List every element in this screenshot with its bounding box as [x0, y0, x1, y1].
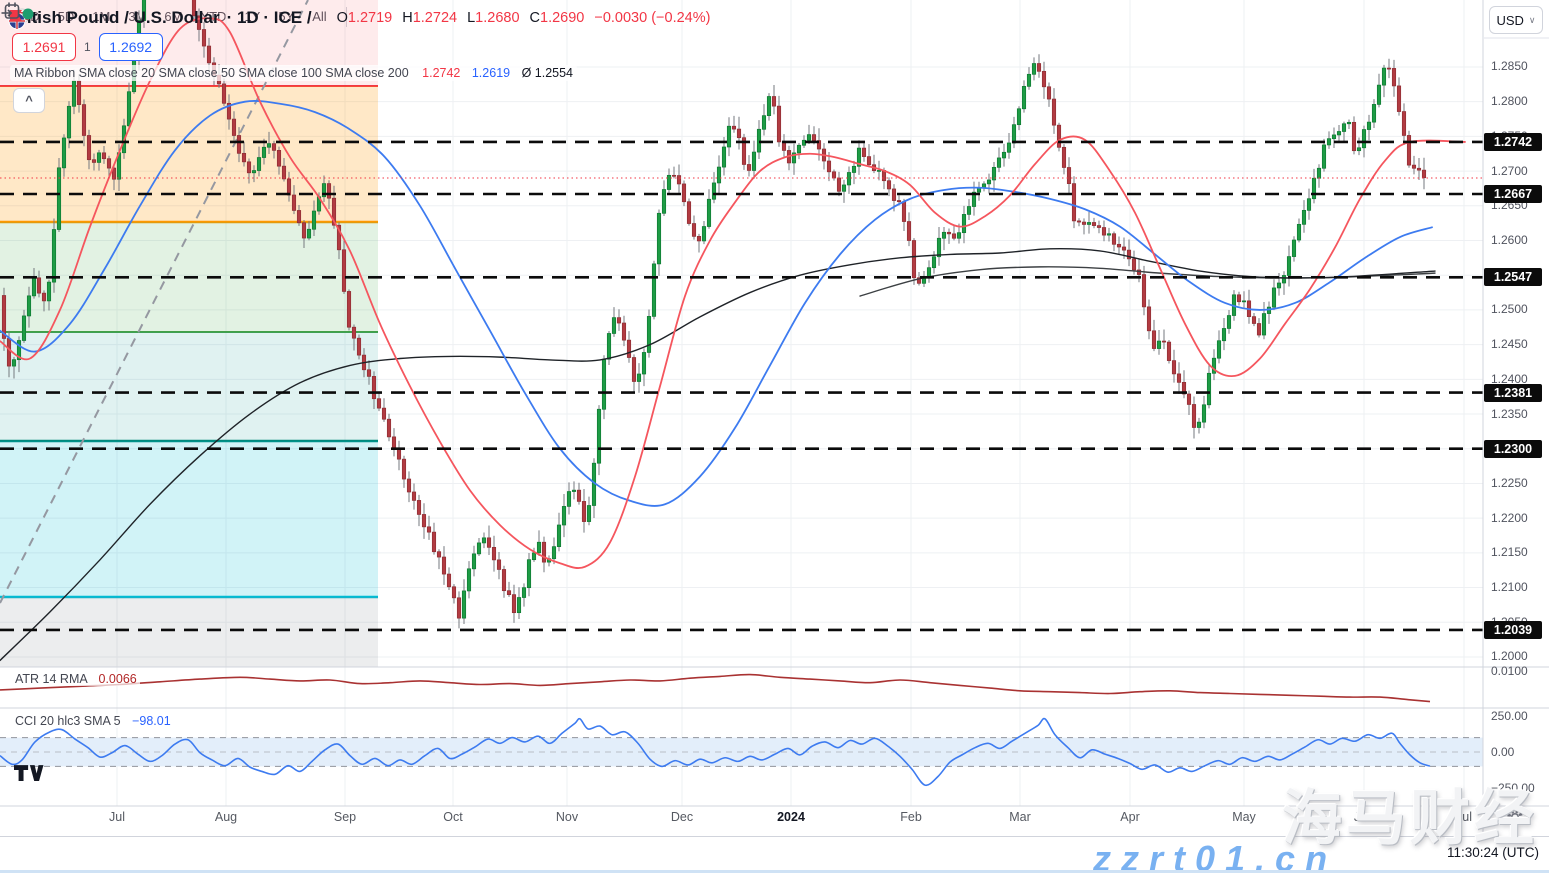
price-tick: 1.2000 — [1491, 649, 1528, 664]
currency-label: USD — [1496, 12, 1524, 28]
change-value: −0.0030 (−0.24%) — [594, 10, 711, 26]
ma-ribbon-label: MA Ribbon SMA close 20 SMA close 50 SMA … — [14, 66, 409, 80]
open-value: 1.2719 — [347, 10, 393, 26]
price-tick: 1.2350 — [1491, 406, 1528, 421]
cci-label: CCI 20 hlc3 SMA 5 — [15, 714, 121, 728]
tradingview-logo-icon[interactable] — [14, 764, 44, 784]
collapse-panel-button[interactable]: ^ — [13, 88, 45, 113]
cci-value: −98.01 — [132, 714, 171, 728]
buy-button[interactable]: 1.2692 — [98, 33, 163, 61]
price-tick: 1.2500 — [1491, 302, 1528, 317]
price-tick: 1.2800 — [1491, 94, 1528, 109]
range-button-1y[interactable]: 1Y — [237, 5, 267, 28]
cci-line — [0, 717, 1431, 787]
ma-ribbon-sma50-value: 1.2619 — [471, 66, 511, 80]
order-panel: 1.2691 1 1.2692 — [12, 33, 163, 61]
bottom-strip — [0, 870, 1549, 873]
spread-value: 1 — [84, 40, 91, 54]
level-price-label: 1.2300 — [1484, 439, 1542, 458]
price-tick: 1.2100 — [1491, 580, 1528, 595]
price-tick: 1.2200 — [1491, 510, 1528, 525]
range-button-5y[interactable]: 5Y — [271, 5, 301, 28]
symbol-header: British Pound / U.S. Dollar · 1D · ICE /… — [8, 8, 711, 30]
price-tick: 1.2700 — [1491, 163, 1528, 178]
cci-tick: 0.00 — [1491, 744, 1515, 759]
level-price-label: 1.2742 — [1484, 132, 1542, 151]
range-button-5d[interactable]: 5D — [51, 5, 82, 28]
cci-legend[interactable]: CCI 20 hlc3 SMA 5 −98.01 — [12, 714, 174, 728]
month-label-apr: Apr — [1120, 810, 1140, 824]
month-label-jul: Jul — [1456, 810, 1472, 824]
price-tick: 1.2450 — [1491, 337, 1528, 352]
sell-button[interactable]: 1.2691 — [12, 33, 76, 61]
cci-tick: −250.00 — [1491, 780, 1535, 795]
cci-tick: 250.00 — [1491, 708, 1528, 723]
market-status-icon — [22, 8, 34, 20]
month-label-jul: Jul — [109, 810, 125, 824]
atr-line — [0, 673, 1431, 703]
price-tick: 1.2400 — [1491, 371, 1528, 386]
month-label-aug: Aug — [214, 810, 238, 824]
month-label-dec: Dec — [670, 810, 694, 824]
symbol-interval-exchange[interactable]: · 1D · ICE / — [226, 8, 312, 27]
low-value: 1.2680 — [475, 10, 520, 26]
atr-label: ATR 14 RMA — [15, 672, 88, 686]
month-label-2024: 2024 — [777, 810, 805, 824]
ma-ribbon-avg-value: Ø 1.2554 — [521, 66, 574, 80]
price-tick: 1.2250 — [1491, 475, 1528, 490]
month-label-nov: Nov — [555, 810, 579, 824]
range-button-all[interactable]: All — [305, 5, 333, 28]
close-value: 1.2690 — [540, 10, 585, 26]
level-price-label: 1.2039 — [1484, 620, 1542, 639]
range-button-3m[interactable]: 3M — [121, 5, 153, 28]
chevron-down-icon: ∨ — [1528, 14, 1536, 25]
high-value: 1.2724 — [412, 10, 458, 26]
key-levels[interactable] — [0, 140, 1483, 632]
ma-ribbon-sma20-value: 1.2742 — [422, 66, 461, 80]
price-tick: 1.2850 — [1491, 59, 1528, 74]
atr-legend[interactable]: ATR 14 RMA 0.0066 — [12, 672, 140, 686]
level-price-label: 1.2381 — [1484, 383, 1542, 402]
atr-tick: 0.0100 — [1491, 663, 1528, 678]
range-button-1m[interactable]: 1M — [85, 5, 117, 28]
level-price-label: 1.2547 — [1484, 268, 1542, 287]
range-button-6m[interactable]: 6M — [157, 5, 189, 28]
toolbar-divider — [345, 6, 347, 27]
chevron-up-icon: ^ — [25, 93, 33, 108]
month-label-sep: Sep — [333, 810, 357, 824]
support-resistance-zones — [0, 0, 378, 667]
gridlines — [0, 0, 1483, 806]
month-label-jun: Jun — [1353, 810, 1375, 824]
level-price-label: 1.2667 — [1484, 185, 1542, 203]
ma-ribbon-legend[interactable]: MA Ribbon SMA close 20 SMA close 50 SMA … — [10, 65, 578, 81]
gear-icon[interactable] — [1506, 808, 1524, 826]
ohlc-readout: O1.2719 H1.2724 L1.2680 C1.2690 −0.0030 … — [336, 10, 711, 26]
clock[interactable]: 11:30:24 (UTC) — [1446, 845, 1539, 860]
month-label-mar: Mar — [1009, 810, 1031, 824]
symbol-title[interactable]: British Pound / U.S. Dollar — [8, 8, 220, 27]
price-tick: 1.2600 — [1491, 233, 1528, 247]
sma200-line — [859, 266, 1436, 297]
month-label-oct: Oct — [443, 810, 463, 824]
month-label-feb: Feb — [900, 810, 922, 824]
calendar-goto-icon — [1, 2, 20, 19]
price-tick: 1.2150 — [1491, 545, 1528, 560]
atr-value: 0.0066 — [98, 672, 137, 686]
sma50-line — [0, 100, 1433, 507]
currency-selector[interactable]: USD ∨ — [1489, 6, 1543, 34]
month-label-may: May — [1232, 810, 1256, 824]
